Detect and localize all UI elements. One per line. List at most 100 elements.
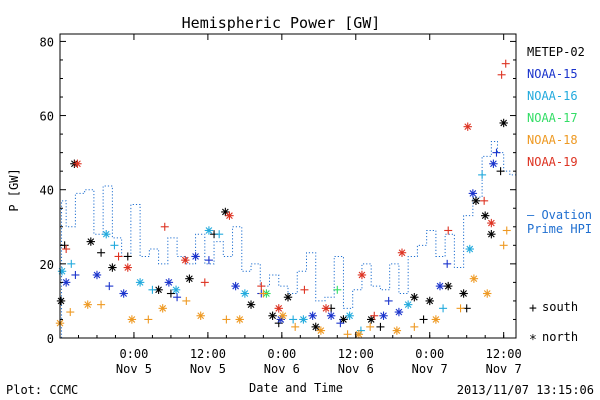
symbol-legend-south-symbol: +	[529, 301, 537, 316]
point-north-metep-02	[459, 289, 468, 298]
legend: METEP-02 NOAA-15 NOAA-16 NOAA-17 NOAA-18 NOAA…	[527, 45, 585, 169]
point-north-noaa-18	[431, 315, 441, 324]
point-south-noaa-19	[501, 59, 510, 68]
point-north-noaa-16	[171, 285, 181, 295]
point-north-noaa-15	[468, 189, 478, 198]
point-south-metep-02	[419, 315, 428, 324]
point-north-noaa-19	[463, 122, 472, 131]
marker-stroke	[300, 316, 307, 323]
legend-entry: NOAA-16	[527, 89, 578, 103]
marker-stroke	[393, 327, 401, 334]
x-tick-label-date: Nov 5	[190, 362, 226, 376]
point-north-noaa-18	[158, 304, 167, 313]
point-north-metep-02	[311, 322, 320, 332]
marker-stroke	[109, 264, 116, 271]
marker-stroke	[312, 323, 320, 331]
point-north-noaa-18	[278, 311, 288, 320]
y-tick-label: 40	[40, 184, 54, 198]
marker-stroke	[155, 286, 162, 294]
point-south-noaa-19	[370, 311, 379, 320]
point-south-noaa-19	[160, 222, 169, 231]
series-noaa-15	[61, 148, 501, 328]
point-north-metep-02	[444, 281, 453, 291]
point-north-noaa-19	[73, 159, 82, 168]
point-south-noaa-18	[182, 296, 191, 305]
point-north-metep-02	[185, 274, 194, 283]
point-south-metep-02	[496, 167, 505, 176]
point-south-noaa-19	[444, 226, 453, 235]
marker-stroke	[269, 312, 276, 320]
point-south-noaa-16	[110, 241, 119, 250]
point-north-noaa-18	[196, 311, 205, 320]
marker-stroke	[380, 312, 387, 320]
point-north-metep-02	[108, 263, 117, 272]
marker-stroke	[404, 301, 412, 308]
y-tick-label: 0	[47, 332, 54, 346]
point-south-noaa-15	[443, 259, 452, 268]
x-tick-label-time: 12:00	[338, 347, 374, 361]
point-south-noaa-18	[97, 300, 106, 309]
point-south-noaa-18	[222, 315, 231, 324]
point-north-noaa-15	[326, 311, 336, 320]
point-south-noaa-19	[300, 285, 309, 294]
marker-stroke	[340, 316, 347, 323]
point-south-noaa-16	[478, 170, 487, 179]
marker-stroke	[395, 308, 403, 316]
x-tick-label-time: 0:00	[415, 347, 444, 361]
symbol-legend-north-symbol: *	[529, 333, 537, 348]
point-south-noaa-15	[204, 256, 213, 265]
marker-stroke	[466, 245, 474, 253]
marker-stroke	[436, 282, 444, 290]
legend-entry: METEP-02	[527, 45, 585, 59]
marker-stroke	[172, 286, 180, 294]
ovation-prime-hpi-line	[61, 141, 516, 338]
point-north-noaa-19	[123, 263, 132, 272]
marker-stroke	[192, 253, 199, 260]
legend-entry: NOAA-15	[527, 67, 578, 81]
point-south-noaa-15	[105, 282, 114, 291]
marker-stroke	[84, 301, 92, 308]
marker-stroke	[159, 304, 167, 312]
marker-stroke	[221, 208, 229, 216]
point-north-noaa-15	[308, 311, 317, 320]
point-north-noaa-18	[469, 274, 479, 283]
point-south-noaa-18	[259, 289, 268, 298]
marker-stroke	[136, 279, 144, 286]
marker-stroke	[367, 316, 375, 323]
point-north-noaa-18	[83, 300, 92, 309]
point-north-noaa-19	[357, 270, 367, 280]
marker-stroke	[165, 279, 173, 286]
point-north-noaa-19	[181, 255, 190, 265]
point-south-noaa-16	[356, 326, 365, 335]
point-north-noaa-15	[92, 270, 102, 280]
marker-stroke	[120, 290, 128, 297]
point-north-noaa-18	[235, 315, 244, 324]
point-south-noaa-19	[62, 245, 71, 254]
point-south-metep-02	[376, 322, 385, 331]
point-north-noaa-15	[489, 159, 498, 168]
point-north-noaa-19	[225, 211, 234, 220]
point-north-noaa-15	[191, 252, 200, 261]
point-north-noaa-19	[274, 304, 283, 313]
marker-stroke	[197, 312, 205, 320]
marker-stroke	[62, 279, 70, 286]
marker-stroke	[124, 264, 132, 271]
y-axis-label: P [GW]	[7, 168, 21, 211]
footer-timestamp: 2013/11/07 13:15:06	[457, 383, 594, 397]
point-south-noaa-18	[499, 241, 508, 250]
point-south-metep-02	[166, 289, 175, 298]
marker-stroke	[483, 290, 491, 297]
symbol-legend-south-label: south	[542, 300, 578, 314]
point-north-noaa-16	[135, 278, 145, 287]
point-south-noaa-18	[291, 322, 300, 331]
point-north-noaa-15	[231, 281, 240, 291]
marker-stroke	[247, 301, 255, 308]
point-south-noaa-19	[480, 196, 489, 205]
point-south-noaa-19	[200, 278, 209, 287]
point-south-noaa-16	[67, 259, 76, 268]
marker-stroke	[487, 219, 495, 227]
marker-stroke	[128, 316, 136, 323]
point-north-noaa-15	[435, 281, 445, 291]
marker-stroke	[87, 238, 95, 245]
